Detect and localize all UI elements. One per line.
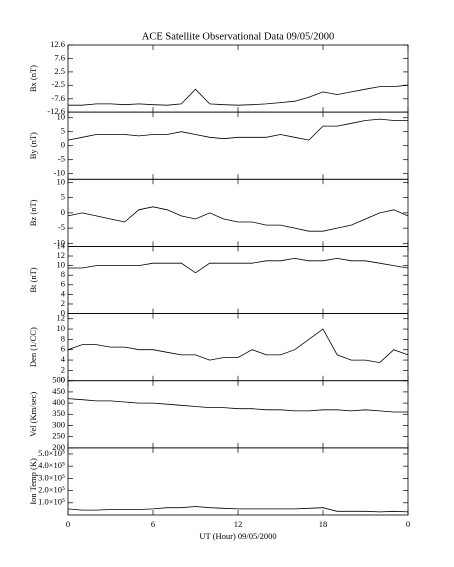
- x-tick-label: 12: [234, 519, 243, 529]
- y-tick-label: 3.0×10⁵: [38, 472, 65, 482]
- x-tick-label: 6: [151, 519, 155, 529]
- y-tick-label: 1.0×10⁵: [38, 497, 65, 507]
- data-line: [67, 506, 409, 513]
- y-tick-label: 250: [52, 431, 65, 441]
- y-tick-label: 2: [61, 298, 65, 308]
- x-tick-label: 0: [406, 519, 410, 529]
- y-tick-label: 0: [61, 140, 65, 150]
- data-line: [68, 257, 409, 274]
- data-line: [67, 398, 408, 413]
- y-axis-label: Vel (Km/sec): [28, 392, 38, 437]
- y-tick-label: 450: [52, 386, 65, 396]
- y-tick-label: 8: [61, 333, 65, 343]
- panel-frame: [67, 44, 409, 113]
- y-tick-label: 200: [52, 442, 65, 452]
- y-tick-label: 0: [61, 375, 65, 385]
- data-line: [67, 328, 409, 364]
- y-tick-label: 2: [61, 364, 65, 374]
- y-tick-label: 10: [57, 260, 66, 270]
- data-line: [68, 84, 409, 106]
- y-axis-label: Bz (nT): [28, 199, 38, 226]
- y-tick-label: -5: [58, 222, 65, 232]
- x-tick-label: 18: [319, 519, 328, 529]
- y-tick-label: -5: [58, 154, 65, 164]
- data-line: [67, 206, 409, 232]
- y-tick-label: 10: [57, 112, 66, 122]
- y-tick-label: 7.6: [54, 52, 65, 62]
- y-tick-label: 500: [52, 375, 65, 385]
- y-tick-label: 6: [61, 344, 65, 354]
- x-tick-label: 0: [66, 519, 70, 529]
- y-axis-label: Bx (nT): [28, 65, 38, 92]
- y-tick-label: -12.6: [47, 106, 65, 116]
- y-tick-label: 350: [52, 408, 65, 418]
- y-tick-label: 12.6: [50, 39, 65, 49]
- chart-title: ACE Satellite Observational Data 09/05/2…: [142, 31, 334, 42]
- y-axis-label: By (nT): [28, 132, 38, 159]
- panel-frame: [67, 447, 409, 516]
- y-tick-label: 12: [57, 313, 66, 323]
- y-tick-label: 2.0×10⁵: [38, 485, 65, 495]
- y-tick-label: 5: [61, 126, 65, 136]
- panel-frame: [67, 246, 409, 314]
- y-tick-label: 10: [57, 323, 66, 333]
- y-tick-label: 400: [52, 397, 65, 407]
- y-tick-label: 4: [61, 354, 66, 364]
- y-tick-label: 5: [61, 192, 65, 202]
- y-tick-label: -10: [54, 237, 65, 247]
- y-tick-label: 8: [61, 269, 65, 279]
- panel-frame: [67, 178, 409, 247]
- y-tick-label: 300: [52, 419, 65, 429]
- panel-frame: [67, 380, 409, 449]
- y-axis-label: Ion Temp (K): [28, 458, 38, 505]
- y-tick-label: 10: [57, 176, 66, 186]
- y-tick-label: 4: [61, 288, 66, 298]
- y-tick-label: 12: [57, 250, 66, 260]
- y-tick-label: 2.5: [54, 66, 65, 76]
- y-tick-label: 6: [61, 279, 65, 289]
- y-tick-label: -7.6: [52, 93, 65, 103]
- y-tick-label: -2.5: [52, 79, 65, 89]
- data-line: [67, 118, 408, 141]
- y-axis-label: Bt (nT): [28, 267, 38, 292]
- x-axis-label: UT (Hour) 09/05/2000: [199, 531, 276, 541]
- y-tick-label: -10: [54, 168, 65, 178]
- y-tick-label: 0: [61, 308, 65, 318]
- y-tick-label: 0: [61, 207, 65, 217]
- y-axis-label: Den (1/CC): [28, 327, 38, 367]
- y-tick-label: 5.0×10⁵: [38, 448, 65, 458]
- y-tick-label: 4.0×10⁵: [38, 460, 65, 470]
- y-tick-label: 14: [57, 240, 66, 250]
